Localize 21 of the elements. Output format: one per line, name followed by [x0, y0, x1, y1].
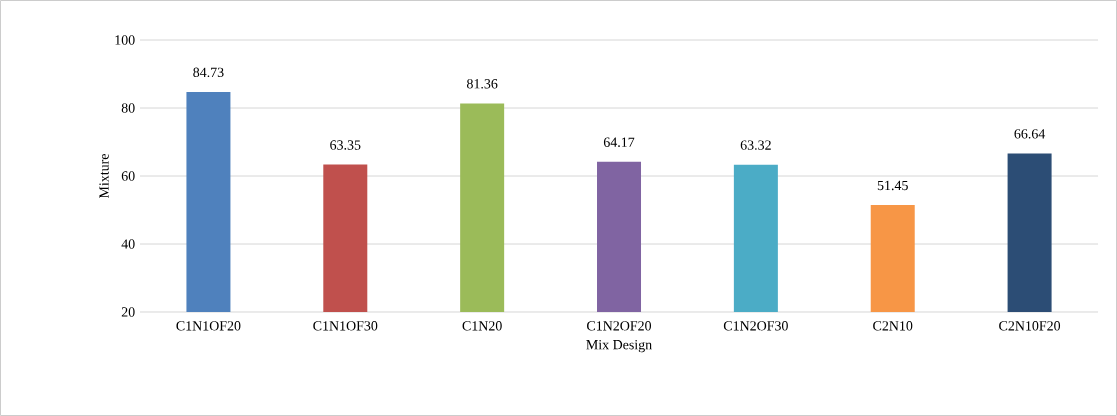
y-tick-label: 80	[121, 103, 135, 113]
x-tick-label: C1N1OF20	[176, 321, 241, 331]
y-tick-label: 60	[121, 171, 135, 181]
x-tick-label: C1N2OF30	[723, 321, 788, 331]
data-label: 63.35	[330, 140, 361, 150]
x-tick-label: C2N10	[873, 321, 913, 331]
data-label: 64.17	[603, 137, 635, 147]
y-tick-label: 40	[121, 239, 135, 249]
data-label: 66.64	[1014, 129, 1046, 139]
y-axis-title: Mixture	[99, 154, 109, 199]
data-label: 84.73	[193, 67, 224, 78]
data-label: 63.32	[740, 140, 771, 150]
x-tick-label: C1N1OF30	[313, 321, 378, 331]
y-tick-label: 20	[121, 307, 135, 317]
x-tick-label: C1N2OF20	[587, 321, 652, 331]
y-tick-label: 100	[115, 35, 135, 45]
data-label: 51.45	[877, 180, 908, 191]
x-tick-label: C2N10F20	[999, 321, 1061, 331]
data-label: 81.36	[466, 79, 498, 89]
x-axis-title: Mix Design	[586, 340, 652, 353]
x-tick-label: C1N20	[462, 321, 502, 331]
